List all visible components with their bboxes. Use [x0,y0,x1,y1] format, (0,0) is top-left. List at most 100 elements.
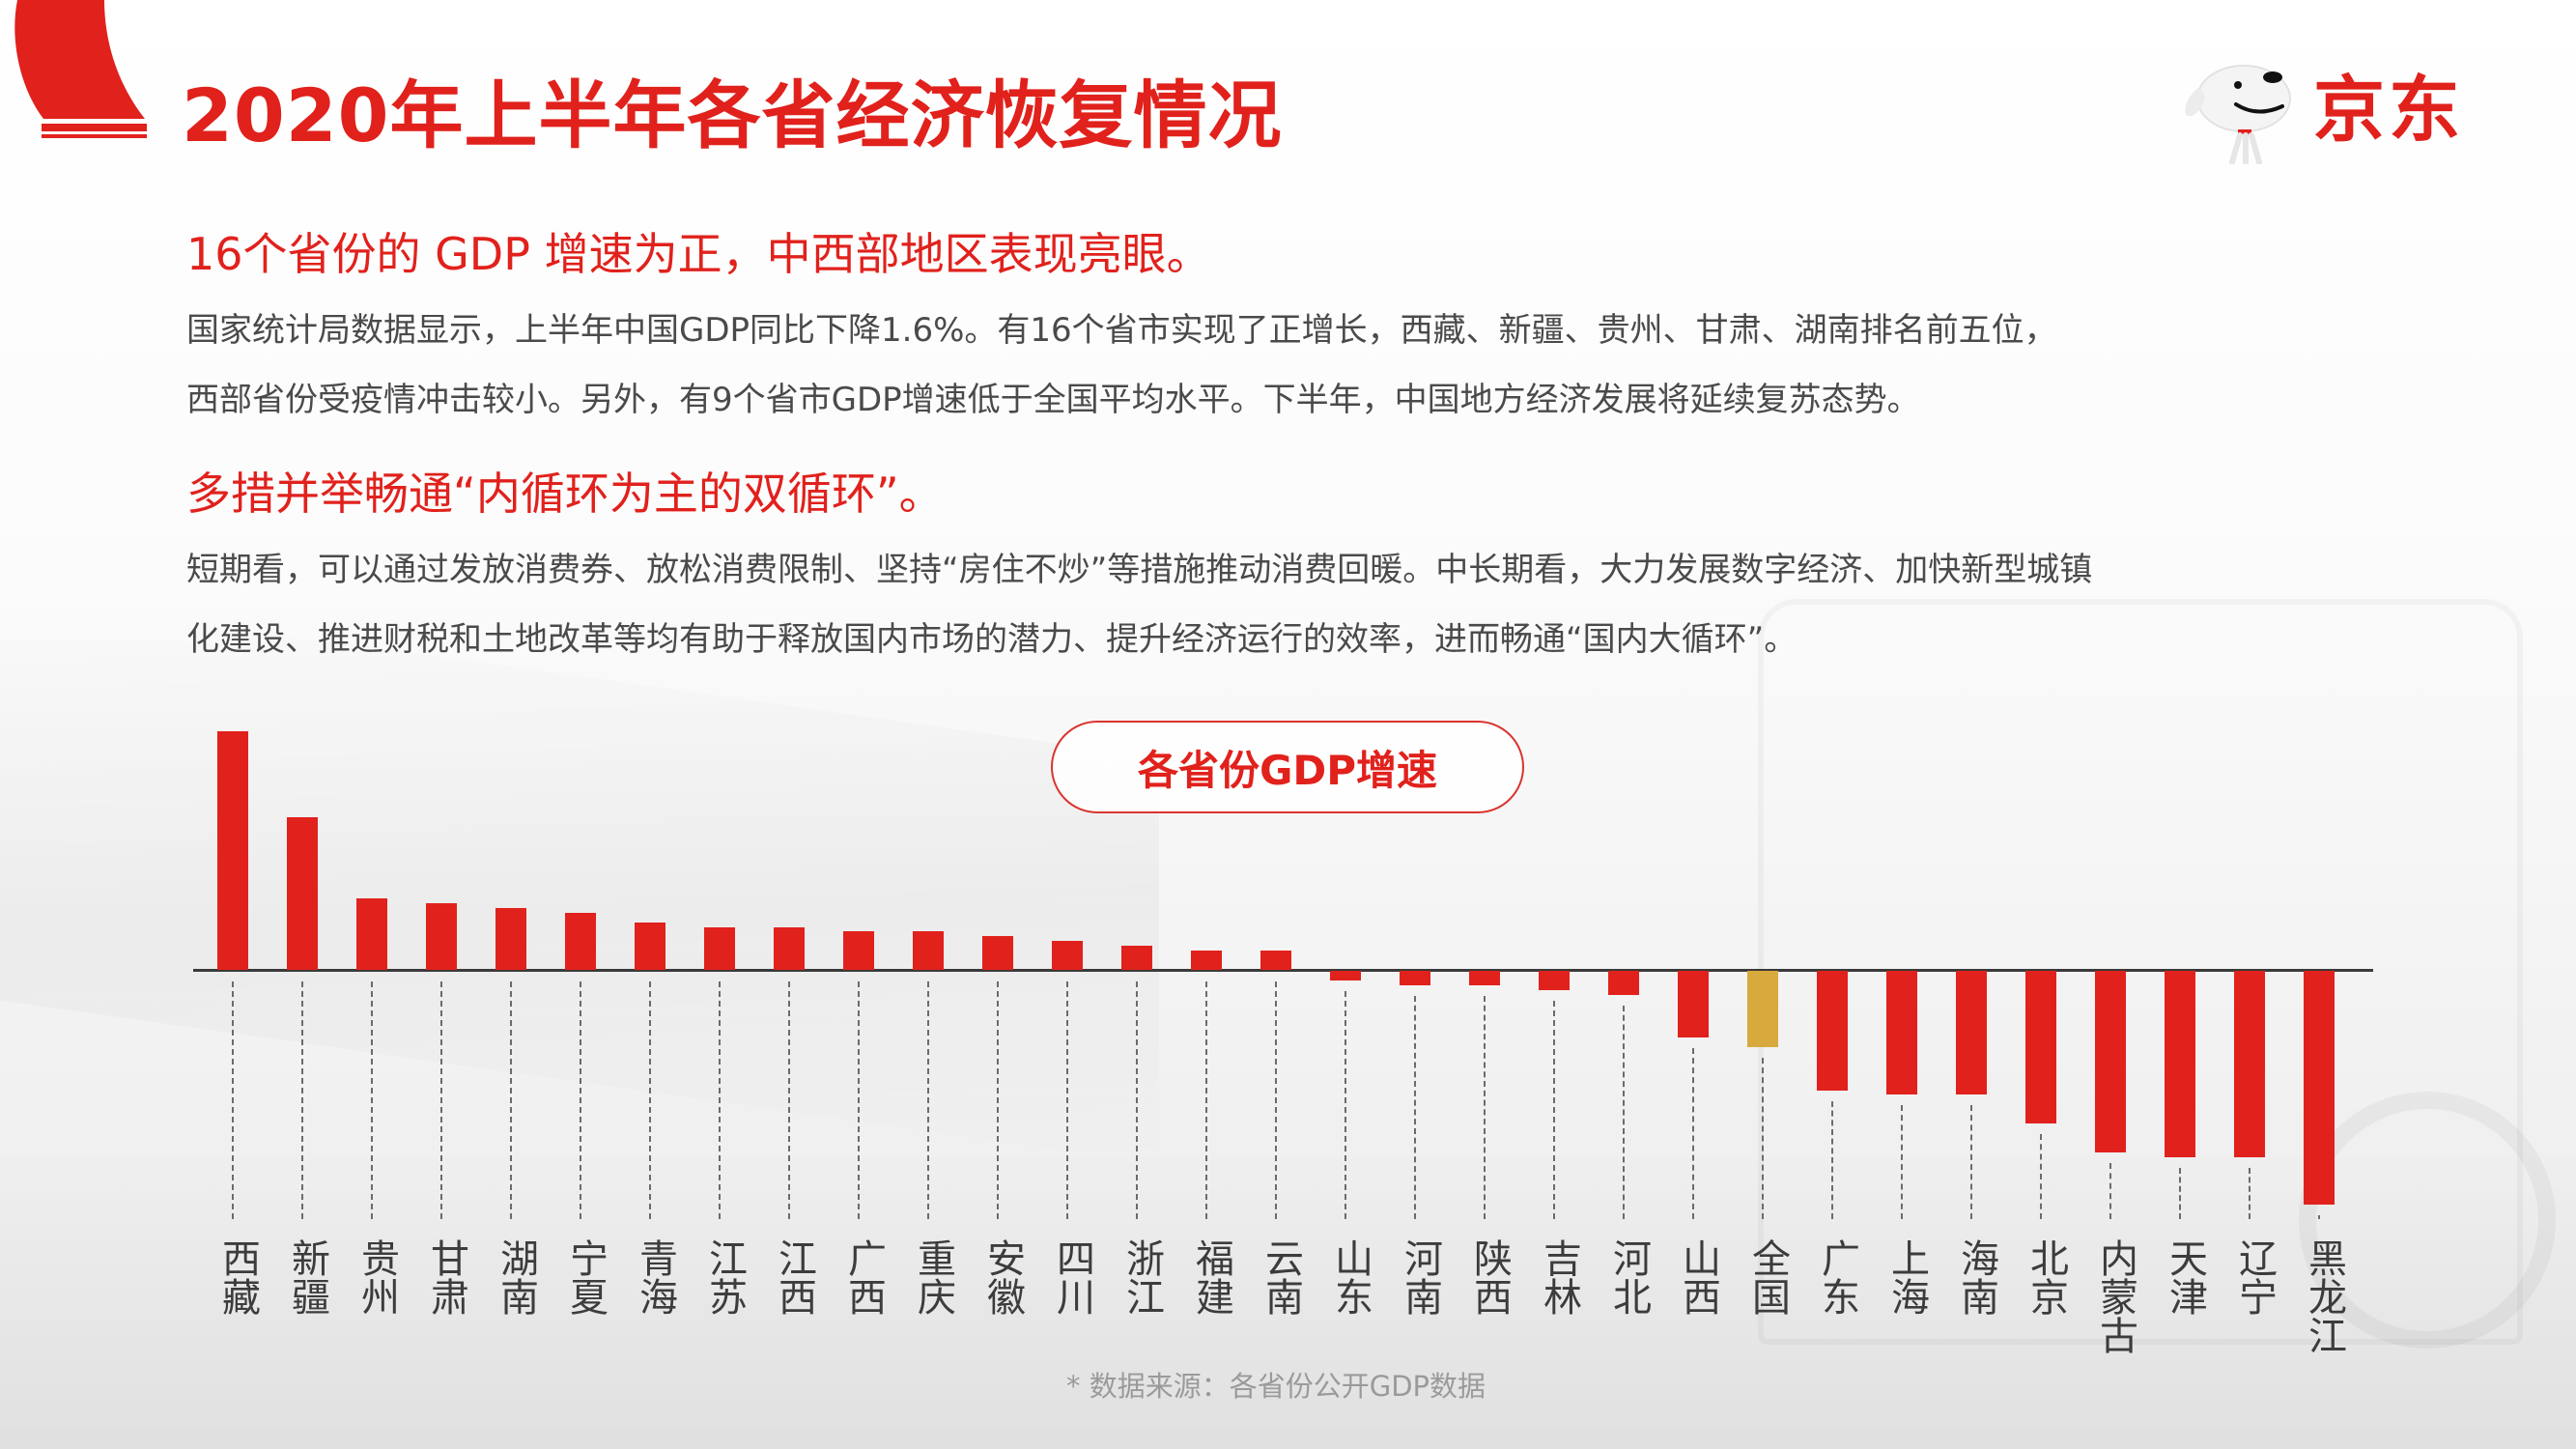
chart-bar [2234,971,2265,1157]
x-axis-label: 青海 [633,1238,677,1316]
x-axis-label: 四川 [1050,1238,1094,1316]
chart-bar [287,816,318,970]
corner-flag-decoration [14,0,147,138]
x-axis-label: 海南 [1954,1238,1998,1316]
chart-guide-line [1553,1000,1555,1219]
chart-bar [1052,941,1083,970]
x-axis-label: 重庆 [911,1238,955,1316]
chart-guide-line [997,981,999,1219]
chart-bar [913,931,944,970]
chart-bar [635,922,665,970]
chart-bar [2165,971,2195,1157]
x-axis-label: 广东 [1815,1238,1859,1316]
chart-bar [495,907,526,970]
chart-guide-line [1623,1005,1625,1219]
chart-guide-line [1484,995,1486,1219]
chart-bar [2025,971,2056,1124]
x-axis-label: 辽宁 [2232,1238,2277,1316]
x-axis-label: 安徽 [980,1238,1025,1316]
chart-zero-axis [193,969,2373,972]
x-axis-label: 广西 [841,1238,886,1316]
chart-guide-line [2179,1167,2181,1219]
x-axis-label: 云南 [1259,1238,1303,1316]
section2-paragraph-line-1: 短期看，可以通过发放消费券、放松消费限制、坚持“房住不炒”等措施推动消费回暖。中… [186,551,2093,589]
x-axis-label: 天津 [2163,1238,2207,1316]
chart-guide-line [1831,1100,1833,1219]
chart-title: 各省份GDP增速 [1051,721,1524,813]
chart-guide-line [1275,981,1277,1219]
chart-bar [704,926,735,970]
x-axis-label: 内蒙古 [2093,1238,2137,1354]
chart-bar [1747,971,1778,1048]
chart-bar [1260,951,1291,970]
chart-guide-line [510,981,512,1219]
chart-bar [426,902,457,970]
chart-bar [1956,971,1987,1095]
jd-logo-text: 京东 [2313,69,2464,152]
chart-guide-line [858,981,860,1219]
x-axis-label: 宁夏 [563,1238,608,1316]
chart-guide-line [2249,1167,2250,1219]
chart-guide-line [1692,1048,1694,1219]
chart-bar [565,912,596,970]
chart-guide-line [927,981,929,1219]
x-axis-label: 河南 [1398,1238,1442,1316]
x-axis-label: 浙江 [1119,1238,1164,1316]
x-axis-label: 福建 [1189,1238,1233,1316]
x-axis-label: 山东 [1328,1238,1373,1316]
chart-bar [982,936,1013,970]
chart-bar [1469,971,1500,985]
chart-guide-line [1762,1058,1764,1219]
section2-paragraph-line-2: 化建设、推进财税和土地改革等均有助于释放国内市场的潜力、提升经济运行的效率，进而… [186,620,1798,659]
chart-guide-line [580,981,581,1219]
chart-guide-line [1136,981,1138,1219]
section1-heading: 16个省份的 GDP 增速为正，中西部地区表现亮眼。 [186,228,1211,280]
chart-guide-line [649,981,651,1219]
x-axis-label: 湖南 [494,1238,538,1316]
x-axis-label: 陕西 [1467,1238,1512,1316]
x-axis-label: 黑龙江 [2302,1238,2346,1354]
x-axis-label: 西藏 [215,1238,260,1316]
chart-guide-line [1205,981,1207,1219]
chart-guide-line [371,981,373,1219]
chart-guide-line [440,981,442,1219]
chart-bar [1191,951,1222,970]
chart-guide-line [2318,1215,2320,1219]
x-axis-label: 甘肃 [424,1238,468,1316]
x-axis-label: 河北 [1606,1238,1651,1316]
chart-guide-line [232,981,234,1219]
chart-guide-line [1066,981,1068,1219]
section1-paragraph-line-2: 西部省份受疫情冲击较小。另外，有9个省市GDP增速低于全国平均水平。下半年，中国… [186,381,1920,419]
chart-guide-line [2040,1134,2042,1219]
chart-guide-line [719,981,721,1219]
jd-logo: 京东 [2178,58,2487,164]
chart-guide-line [1345,990,1346,1219]
chart-bar [1886,971,1917,1095]
x-axis-label: 江苏 [702,1238,747,1316]
chart-bar [843,931,874,970]
section1-paragraph-line-1: 国家统计局数据显示，上半年中国GDP同比下降1.6%。有16个省市实现了正增长，… [186,311,2057,350]
x-axis-label: 上海 [1884,1238,1929,1316]
chart-guide-line [1970,1105,1972,1219]
chart-guide-line [788,981,790,1219]
x-axis-label: 北京 [2024,1238,2068,1316]
x-axis-label: 吉林 [1537,1238,1581,1316]
data-source-note: * 数据来源：各省份公开GDP数据 [1066,1370,1486,1403]
chart-bar [2304,971,2335,1206]
chart-bar [1400,971,1430,985]
x-axis-label: 江西 [772,1238,816,1316]
chart-bar [2095,971,2126,1152]
page-title: 2020年上半年各省经济恢复情况 [182,72,1283,158]
x-axis-label: 山西 [1676,1238,1720,1316]
chart-bar [356,897,387,970]
x-axis-label: 全国 [1745,1238,1790,1316]
chart-bar [1678,971,1709,1038]
chart-bar [1817,971,1848,1091]
x-axis-label: 贵州 [354,1238,399,1316]
section2-heading: 多措并举畅通“内循环为主的双循环”。 [186,468,944,520]
chart-bar [1330,971,1361,980]
chart-bar [217,731,248,970]
chart-guide-line [1414,995,1416,1219]
chart-guide-line [301,981,303,1219]
